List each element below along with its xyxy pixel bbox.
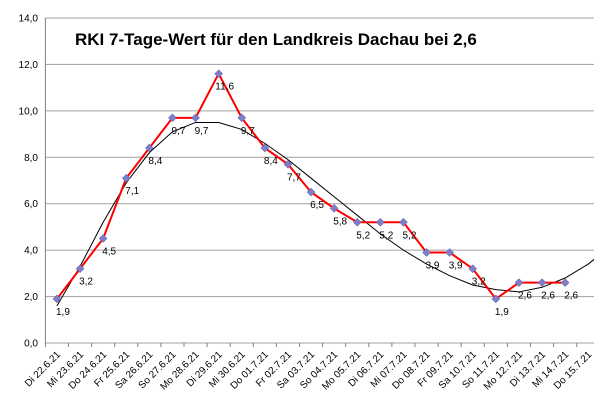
marker bbox=[352, 217, 362, 227]
data-label: 3,2 bbox=[79, 277, 93, 288]
marker bbox=[98, 234, 108, 243]
data-label: 11,6 bbox=[215, 82, 234, 93]
marker bbox=[422, 248, 431, 257]
marker bbox=[537, 278, 547, 287]
data-label: 2,6 bbox=[518, 291, 532, 302]
data-label: 2,6 bbox=[564, 291, 578, 302]
chart-title: RKI 7-Tage-Wert für den Landkreis Dachau… bbox=[75, 30, 477, 49]
y-tick-label: 4,0 bbox=[24, 246, 38, 257]
data-label: 7,7 bbox=[287, 172, 301, 183]
data-label: 2,6 bbox=[541, 291, 555, 302]
marker bbox=[168, 113, 177, 123]
marker bbox=[237, 113, 247, 123]
y-tick-label: 8,0 bbox=[24, 153, 38, 164]
data-label: 9,7 bbox=[171, 126, 185, 137]
marker bbox=[306, 187, 316, 197]
data-label: 5,8 bbox=[333, 216, 347, 227]
marker bbox=[144, 143, 154, 153]
trendline bbox=[56, 121, 594, 307]
marker bbox=[399, 217, 408, 227]
data-label: 3,2 bbox=[472, 277, 486, 288]
marker bbox=[283, 159, 293, 169]
marker bbox=[491, 294, 501, 304]
y-tick-label: 10,0 bbox=[19, 106, 39, 117]
marker bbox=[191, 113, 200, 123]
marker bbox=[375, 217, 385, 227]
marker bbox=[329, 204, 339, 213]
marker bbox=[75, 264, 85, 274]
data-label: 3,9 bbox=[426, 260, 440, 271]
data-label: 8,4 bbox=[148, 156, 162, 167]
data-label: 5,2 bbox=[379, 230, 393, 241]
data-label: 5,2 bbox=[402, 230, 416, 241]
data-label: 1,9 bbox=[56, 307, 70, 318]
data-label: 1,9 bbox=[495, 307, 509, 318]
data-label: 9,7 bbox=[195, 126, 209, 137]
data-label: 3,9 bbox=[449, 260, 463, 271]
data-label: 8,4 bbox=[264, 156, 278, 167]
y-tick-label: 14,0 bbox=[19, 14, 39, 25]
marker bbox=[445, 248, 455, 257]
marker bbox=[121, 173, 131, 183]
marker bbox=[514, 278, 524, 287]
data-label: 6,5 bbox=[310, 200, 324, 211]
marker bbox=[468, 264, 478, 274]
marker bbox=[52, 294, 62, 304]
data-label: 5,2 bbox=[356, 230, 370, 241]
y-tick-label: 0,0 bbox=[24, 339, 38, 350]
y-tick-label: 6,0 bbox=[24, 199, 38, 210]
marker bbox=[260, 143, 270, 153]
y-tick-label: 12,0 bbox=[19, 60, 39, 71]
data-label: 4,5 bbox=[102, 247, 116, 258]
marker bbox=[214, 69, 224, 79]
data-label: 9,7 bbox=[241, 126, 255, 137]
marker bbox=[560, 278, 570, 287]
data-label: 7,1 bbox=[125, 186, 139, 197]
y-tick-label: 2,0 bbox=[24, 292, 38, 303]
